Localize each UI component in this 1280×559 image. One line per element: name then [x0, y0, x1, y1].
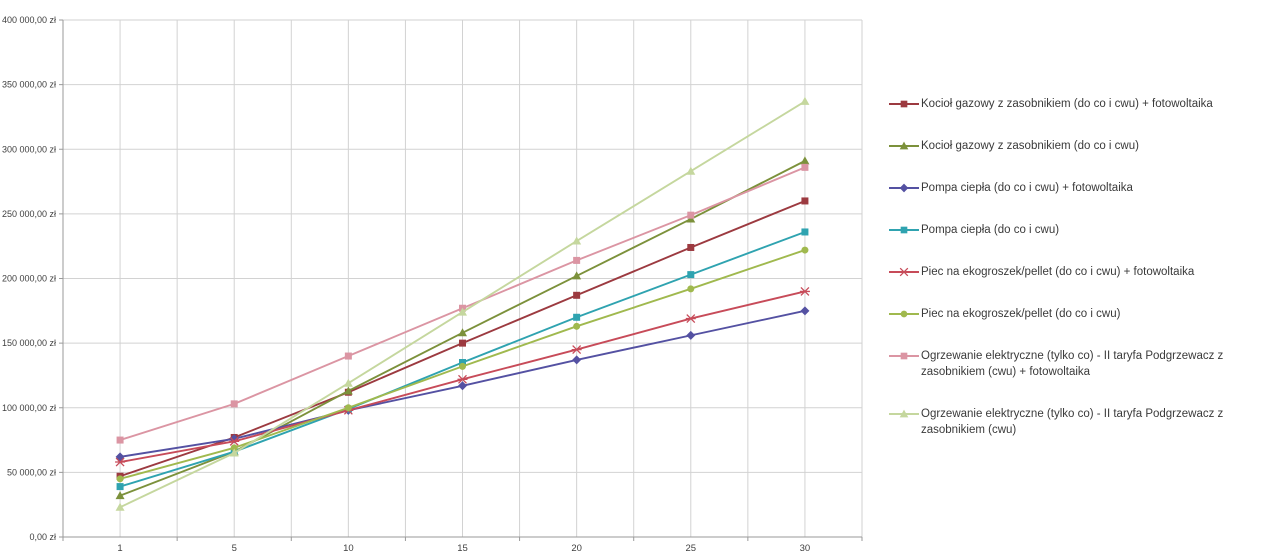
legend-label: Piec na ekogroszek/pellet (do co i cwu) …	[921, 266, 1195, 278]
y-axis-tick-label: 300 000,00 zł	[2, 144, 56, 154]
y-axis-tick-label: 50 000,00 zł	[7, 467, 56, 477]
x-axis-tick-label: 20	[571, 543, 582, 554]
legend-item: Ogrzewanie elektryczne (tylko co) - II t…	[888, 348, 1278, 380]
legend-label: Pompa ciepła (do co i cwu) + fotowoltaik…	[921, 182, 1133, 194]
diamond-marker-icon	[899, 183, 909, 193]
circle-marker-icon	[687, 285, 695, 293]
square-marker-icon	[573, 256, 581, 264]
triangle-marker-icon	[572, 271, 582, 280]
triangle-marker-icon	[458, 307, 467, 316]
legend-label: Pompa ciepła (do co i cwu)	[921, 224, 1060, 236]
plot-area: 0,00 zł 50 000,00 zł 100 000,00 zł 150 000,…	[2, 15, 863, 554]
diamond-marker-icon	[115, 452, 125, 462]
legend-marker-icon	[889, 141, 919, 150]
legend-marker-icon	[889, 267, 919, 277]
triangle-marker-icon	[229, 448, 239, 457]
circle-marker-icon	[801, 246, 809, 254]
legend-item: Piec na ekogroszek/pellet (do co i cwu) …	[888, 264, 1278, 280]
diamond-marker-icon	[572, 355, 582, 365]
diamond-marker-icon	[458, 381, 467, 391]
square-marker-icon	[573, 313, 581, 321]
square-marker-icon	[900, 226, 908, 234]
y-axis-tick-label: 250 000,00 zł	[2, 209, 56, 219]
x-axis-tick-label: 30	[800, 543, 811, 554]
legend-marker-icon	[889, 310, 919, 318]
diamond-marker-icon	[800, 306, 810, 316]
legend-marker-icon	[889, 409, 919, 418]
triangle-marker-icon	[572, 236, 582, 245]
xstar-marker-icon	[229, 436, 240, 446]
x-axis-tick-label: 10	[343, 543, 354, 554]
legend-label: Piec na ekogroszek/pellet (do co i cwu)	[921, 308, 1121, 320]
triangle-marker-icon	[343, 386, 353, 395]
circle-marker-icon	[344, 404, 352, 412]
square-marker-icon	[801, 197, 809, 205]
x-axis-tick-label: 1	[117, 543, 122, 554]
square-marker-icon	[687, 211, 695, 219]
legend-item: Kocioł gazowy z zasobnikiem (do co i cwu…	[888, 96, 1278, 112]
xstar-marker-icon	[115, 457, 126, 467]
x-axis-tick-label: 25	[685, 543, 696, 554]
legend-item: Pompa ciepła (do co i cwu) + fotowoltaik…	[888, 180, 1278, 196]
square-marker-icon	[459, 359, 466, 367]
y-axis-tick-label: 100 000,00 zł	[2, 403, 56, 413]
square-marker-icon	[900, 100, 908, 108]
square-marker-icon	[230, 400, 238, 408]
square-marker-icon	[801, 228, 809, 236]
y-axis-tick-label: 0,00 zł	[29, 532, 56, 542]
legend-item: Pompa ciepła (do co i cwu)	[888, 222, 1278, 238]
square-marker-icon	[116, 483, 124, 491]
x-axis-tick-label: 15	[457, 543, 468, 554]
square-marker-icon	[573, 291, 581, 299]
square-marker-icon	[459, 339, 466, 347]
triangle-marker-icon	[115, 502, 125, 511]
legend-marker-icon	[889, 183, 919, 193]
legend-item: Ogrzewanie elektryczne (tylko co) - II t…	[888, 406, 1278, 438]
square-marker-icon	[687, 271, 695, 279]
square-marker-icon	[900, 352, 908, 360]
xstar-marker-icon	[799, 286, 810, 296]
xstar-marker-icon	[685, 314, 696, 324]
legend-label: Kocioł gazowy z zasobnikiem (do co i cwu…	[921, 98, 1213, 110]
xstar-marker-icon	[457, 374, 468, 384]
square-marker-icon	[801, 163, 809, 171]
x-axis-tick-label: 5	[232, 543, 237, 554]
circle-marker-icon	[116, 475, 124, 483]
xstar-marker-icon	[899, 267, 909, 277]
triangle-marker-icon	[899, 141, 909, 150]
y-axis-tick-label: 150 000,00 zł	[2, 338, 56, 348]
circle-marker-icon	[573, 322, 581, 330]
xstar-marker-icon	[571, 345, 582, 355]
triangle-marker-icon	[899, 409, 909, 418]
legend: Kocioł gazowy z zasobnikiem (do co i cwu…	[888, 96, 1278, 438]
y-axis-tick-label: 200 000,00 zł	[2, 274, 56, 284]
triangle-marker-icon	[686, 166, 696, 175]
circle-marker-icon	[900, 310, 908, 318]
y-axis-tick-label: 400 000,00 zł	[2, 15, 56, 25]
legend-marker-icon	[889, 226, 919, 234]
circle-marker-icon	[230, 444, 238, 452]
legend-item: Kocioł gazowy z zasobnikiem (do co i cwu…	[888, 138, 1278, 154]
square-marker-icon	[687, 243, 695, 251]
legend-label: Ogrzewanie elektryczne (tylko co) - II t…	[921, 350, 1224, 378]
legend-item: Piec na ekogroszek/pellet (do co i cwu)	[888, 306, 1278, 322]
legend-marker-icon	[889, 352, 919, 360]
square-marker-icon	[116, 436, 124, 444]
triangle-marker-icon	[343, 378, 353, 387]
legend-label: Kocioł gazowy z zasobnikiem (do co i cwu…	[921, 140, 1139, 152]
triangle-marker-icon	[458, 328, 467, 337]
legend-marker-icon	[889, 100, 919, 108]
y-axis-tick-label: 350 000,00 zł	[2, 80, 56, 90]
triangle-marker-icon	[800, 96, 810, 105]
triangle-marker-icon	[800, 156, 810, 165]
square-marker-icon	[344, 352, 352, 360]
diamond-marker-icon	[686, 330, 696, 340]
legend-label: Ogrzewanie elektryczne (tylko co) - II t…	[921, 408, 1224, 436]
circle-marker-icon	[459, 362, 466, 370]
triangle-marker-icon	[115, 491, 125, 500]
